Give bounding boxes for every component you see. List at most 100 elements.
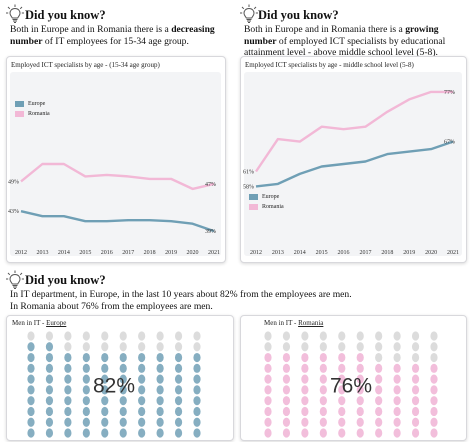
chart-1-svg: 2012 2013 2014 2015 2016 2017 2018 2019 2020 2021…	[8, 162, 220, 256]
waffle-title-link[interactable]: Romania	[298, 319, 324, 327]
waffle-dot-empty	[264, 342, 272, 352]
bulb-icon	[240, 4, 258, 31]
waffle-dot-filled	[393, 428, 401, 438]
waffle-dot-filled	[156, 374, 164, 384]
waffle-dot-filled	[319, 363, 327, 373]
waffle-dot-filled	[338, 363, 346, 373]
waffle-dot-filled	[156, 352, 164, 363]
waffle-dot-empty	[119, 342, 127, 352]
waffle-dot-empty	[375, 342, 383, 352]
waffle-dot-filled	[264, 352, 272, 363]
section-1-heading: Did you know?	[25, 8, 106, 22]
waffle-dot-empty	[27, 331, 35, 341]
x-tick-label: 2016	[338, 250, 350, 256]
waffle-dot-filled	[156, 363, 164, 373]
waffle-dot-filled	[119, 363, 127, 373]
legend-label: Europe	[262, 194, 280, 200]
waffle-dot-filled	[156, 385, 164, 395]
waffle-dot-filled	[27, 406, 35, 417]
waffle-dot-filled	[301, 396, 309, 406]
waffle-dot-empty	[156, 342, 164, 352]
x-tick-label: 2014	[58, 250, 70, 256]
legend-label: Europe	[28, 101, 46, 107]
text-part: of IT employees for 15-34 age group.	[42, 35, 189, 47]
section-3-heading: Did you know?	[25, 273, 106, 287]
waffle-dot-empty	[319, 342, 327, 352]
legend-swatch	[249, 204, 258, 210]
waffle-dot-empty	[393, 331, 401, 341]
waffle-dot-filled	[411, 396, 420, 406]
waffle-dot-filled	[119, 352, 127, 363]
text-emphasis: growing number	[244, 24, 439, 47]
waffle-dot-empty	[375, 331, 383, 341]
line-chart-panel-1: Employed ICT specialists by age - (15-34…	[6, 56, 226, 263]
waffle-dot-filled	[193, 374, 201, 384]
chart-2-title: Employed ICT specialists by age - middle…	[245, 61, 414, 69]
waffle-dot-empty	[45, 331, 54, 341]
waffle-dot-filled	[319, 385, 327, 395]
waffle-dot-filled	[27, 396, 35, 406]
legend-swatch	[249, 194, 258, 200]
x-tick-label: 2021	[208, 250, 220, 256]
waffle-panel-romania: Men in IT - Romania 76%	[240, 315, 467, 441]
waffle-dot-filled	[45, 342, 54, 352]
waffle-dot-filled	[264, 396, 272, 406]
legend-swatch	[15, 101, 24, 107]
chart-1-legend: Europe Romania	[15, 99, 50, 119]
waffle-dot-filled	[264, 374, 272, 384]
waffle-dot-filled	[282, 363, 291, 373]
waffle-dot-filled	[338, 385, 346, 395]
waffle-title-prefix: Men in IT -	[264, 319, 299, 327]
waffle-dot-filled	[101, 374, 109, 384]
waffle-dot-filled	[356, 406, 364, 417]
waffle-dot-filled	[82, 396, 90, 406]
waffle-dot-filled	[319, 406, 327, 417]
end-value-label: 39%	[205, 229, 216, 235]
waffle-dot-filled	[319, 396, 327, 406]
waffle-dot-filled	[45, 396, 54, 406]
waffle-dot-empty	[64, 342, 72, 352]
chart-1-title: Employed ICT specialists by age - (15-34…	[11, 61, 160, 69]
waffle-dot-filled	[27, 352, 35, 363]
waffle-dot-filled	[156, 428, 164, 438]
waffle-dot-empty	[393, 352, 401, 363]
waffle-dot-empty	[174, 342, 183, 352]
end-value-label: 77%	[444, 90, 455, 96]
x-tick-label: 2012	[15, 250, 27, 256]
waffle-dot-filled	[174, 396, 183, 406]
waffle-dot-filled	[356, 396, 364, 406]
waffle-dot-filled	[27, 374, 35, 384]
waffle-dot-filled	[411, 363, 420, 373]
text-part: of employed ICT specialists by education…	[244, 35, 446, 59]
waffle-dot-filled	[174, 417, 183, 427]
end-value-label: 67%	[444, 140, 455, 146]
waffle-dot-empty	[393, 342, 401, 352]
waffle-dot-empty	[193, 331, 201, 341]
waffle-dot-empty	[430, 331, 438, 341]
waffle-title-link[interactable]: Europe	[46, 319, 67, 327]
waffle-dot-filled	[82, 374, 90, 384]
waffle-dot-filled	[82, 352, 90, 363]
waffle-dot-filled	[138, 385, 146, 395]
waffle-dot-filled	[193, 396, 201, 406]
waffle-dot-filled	[282, 406, 291, 417]
waffle-dot-empty	[156, 331, 164, 341]
waffle-dot-empty	[101, 331, 109, 341]
waffle-dot-filled	[64, 363, 72, 373]
waffle-dot-filled	[264, 417, 272, 427]
waffle-dot-filled	[319, 417, 327, 427]
waffle-dot-filled	[101, 363, 109, 373]
waffle-dot-filled	[174, 374, 183, 384]
waffle-dot-filled	[411, 417, 420, 427]
waffle-dot-filled	[411, 428, 420, 438]
x-tick-label: 2017	[122, 250, 134, 256]
waffle-dot-filled	[193, 363, 201, 373]
waffle-dot-filled	[338, 417, 346, 427]
waffle-dot-filled	[193, 417, 201, 427]
waffle-dot-filled	[101, 417, 109, 427]
waffle-dot-filled	[101, 385, 109, 395]
waffle-dot-filled	[45, 374, 54, 384]
series-line-europe	[255, 140, 454, 188]
waffle-dot-filled	[356, 428, 364, 438]
waffle-dot-filled	[82, 385, 90, 395]
